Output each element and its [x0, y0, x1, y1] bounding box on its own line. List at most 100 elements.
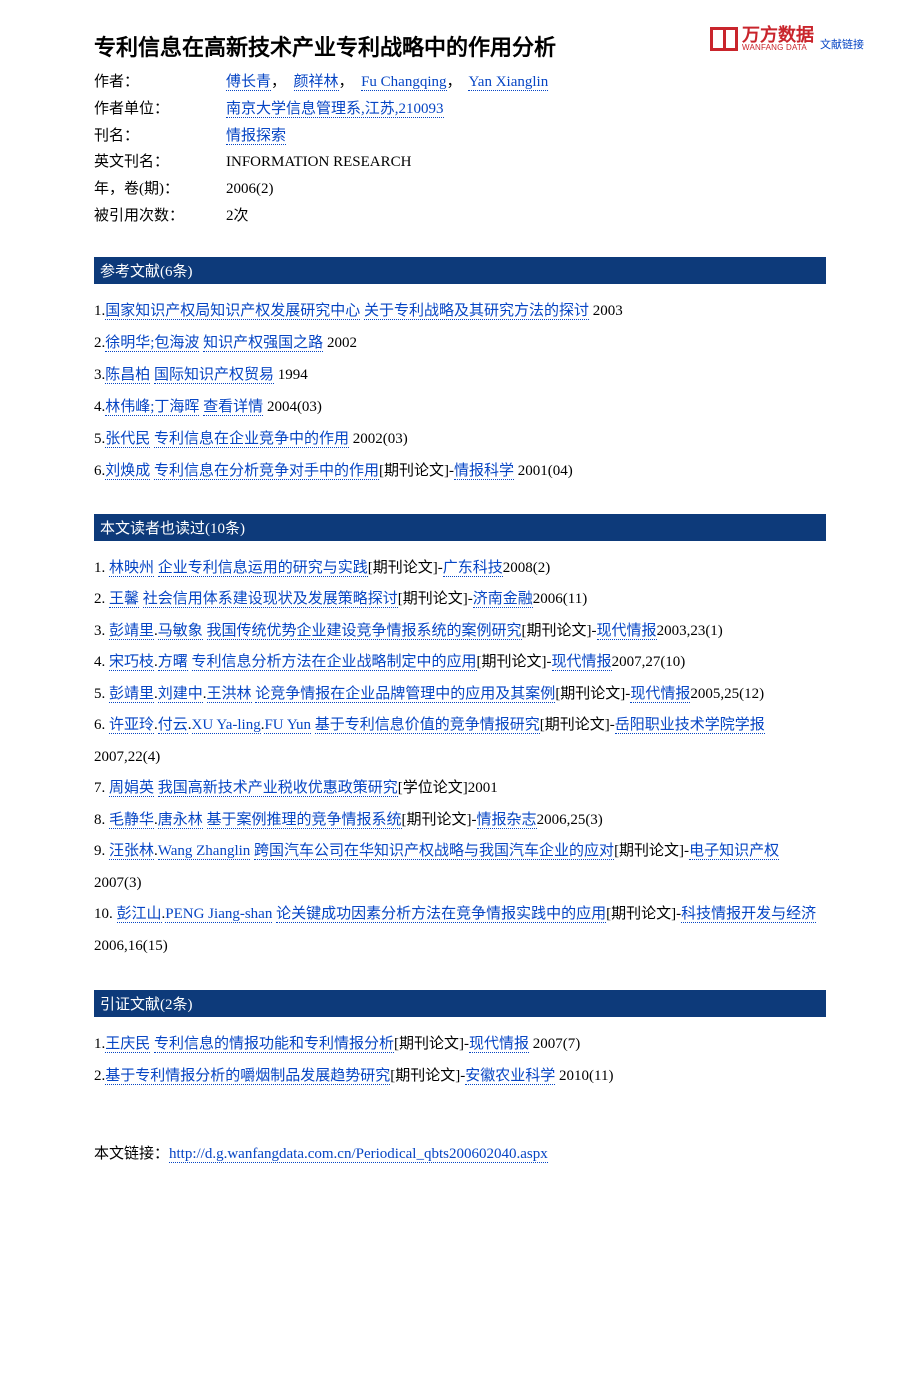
- ar-source-link[interactable]: 科技情报开发与经济: [681, 906, 816, 923]
- wanfang-logo[interactable]: 万方数据 WANFANG DATA 文献链接: [710, 26, 864, 52]
- section-also-read: 本文读者也读过(10条): [94, 514, 826, 541]
- author-link[interactable]: 颜祥林: [294, 74, 339, 91]
- citing-source-link[interactable]: 现代情报: [469, 1036, 529, 1053]
- ar-author-link[interactable]: 刘建中: [158, 686, 203, 703]
- also-read-item: 9. 汪张林.Wang Zhanglin 跨国汽车公司在华知识产权战略与我国汽车…: [94, 836, 826, 899]
- ar-author-link[interactable]: 毛静华: [109, 812, 154, 829]
- ref-author-link[interactable]: 刘焕成: [105, 463, 150, 480]
- ref-title-link[interactable]: 关于专利战略及其研究方法的探讨: [364, 303, 589, 320]
- ar-author-link[interactable]: 许亚玲: [109, 717, 154, 734]
- reference-item: 6.刘焕成 专利信息在分析竞争对手中的作用[期刊论文]-情报科学 2001(04…: [94, 456, 826, 486]
- ar-title-link[interactable]: 论竞争情报在企业品牌管理中的应用及其案例: [255, 686, 555, 703]
- ar-title-link[interactable]: 社会信用体系建设现状及发展策略探讨: [143, 591, 398, 608]
- ar-source-link[interactable]: 现代情报: [597, 623, 657, 640]
- meta-cited: 2次: [226, 204, 826, 229]
- ref-author-link[interactable]: 陈昌柏: [105, 367, 150, 384]
- also-read-item: 4. 宋巧枝.方曙 专利信息分析方法在企业战略制定中的应用[期刊论文]-现代情报…: [94, 647, 826, 679]
- ar-source-link[interactable]: 电子知识产权: [689, 843, 779, 860]
- citing-item: 1.王庆民 专利信息的情报功能和专利情报分析[期刊论文]-现代情报 2007(7…: [94, 1029, 826, 1059]
- ar-author-link[interactable]: 彭靖里: [109, 623, 154, 640]
- meta-label-author: 作者：: [94, 70, 226, 95]
- ar-author-link[interactable]: PENG Jiang-shan: [165, 906, 272, 923]
- meta-authors: 傅长青， 颜祥林， Fu Changqing， Yan Xianglin: [226, 70, 826, 95]
- ar-author-link[interactable]: 宋巧枝: [109, 654, 154, 671]
- references-list: 1.国家知识产权局知识产权发展研究中心 关于专利战略及其研究方法的探讨 2003…: [94, 296, 826, 486]
- reference-item: 2.徐明华;包海波 知识产权强国之路 2002: [94, 328, 826, 358]
- also-read-item: 2. 王馨 社会信用体系建设现状及发展策略探讨[期刊论文]-济南金融2006(1…: [94, 584, 826, 616]
- doc-link-label[interactable]: 文献链接: [820, 36, 864, 52]
- author-link[interactable]: 傅长青: [226, 74, 271, 91]
- also-read-item: 3. 彭靖里.马敏象 我国传统优势企业建设竞争情报系统的案例研究[期刊论文]-现…: [94, 616, 826, 648]
- ar-title-link[interactable]: 我国高新技术产业税收优惠政策研究: [158, 780, 398, 797]
- also-read-item: 6. 许亚玲.付云.XU Ya-ling.FU Yun 基于专利信息价值的竞争情…: [94, 710, 826, 773]
- ar-author-link[interactable]: 周娟英: [109, 780, 154, 797]
- also-read-item: 10. 彭江山.PENG Jiang-shan 论关键成功因素分析方法在竞争情报…: [94, 899, 826, 962]
- ar-title-link[interactable]: 专利信息分析方法在企业战略制定中的应用: [192, 654, 477, 671]
- citing-title-link[interactable]: 专利信息的情报功能和专利情报分析: [154, 1036, 394, 1053]
- ar-source-link[interactable]: 广东科技: [443, 560, 503, 577]
- ar-title-link[interactable]: 基于案例推理的竞争情报系统: [207, 812, 402, 829]
- ar-author-link[interactable]: 马敏象: [158, 623, 203, 640]
- ar-author-link[interactable]: 王馨: [109, 591, 139, 608]
- ar-source-link[interactable]: 现代情报: [630, 686, 690, 703]
- also-read-item: 7. 周娟英 我国高新技术产业税收优惠政策研究[学位论文]2001: [94, 773, 826, 805]
- author-link[interactable]: Fu Changqing: [361, 74, 446, 91]
- ref-title-link[interactable]: 专利信息在企业竞争中的作用: [154, 431, 349, 448]
- meta-label-cited: 被引用次数：: [94, 204, 226, 229]
- ar-author-link[interactable]: XU Ya-ling: [192, 717, 261, 734]
- footer-permalink: 本文链接：http://d.g.wanfangdata.com.cn/Perio…: [94, 1141, 826, 1168]
- ref-title-link[interactable]: 专利信息在分析竞争对手中的作用: [154, 463, 379, 480]
- section-references: 参考文献(6条): [94, 257, 826, 284]
- citing-author-link[interactable]: 王庆民: [105, 1036, 150, 1053]
- also-read-item: 8. 毛静华.唐永林 基于案例推理的竞争情报系统[期刊论文]-情报杂志2006,…: [94, 805, 826, 837]
- journal-link[interactable]: 情报探索: [226, 128, 286, 145]
- ref-title-link[interactable]: 查看详情: [203, 399, 263, 416]
- ar-title-link[interactable]: 基于专利信息价值的竞争情报研究: [315, 717, 540, 734]
- citing-title-link[interactable]: 基于专利情报分析的嚼烟制品发展趋势研究: [105, 1068, 390, 1085]
- logo-text-en: WANFANG DATA: [742, 44, 814, 52]
- ar-author-link[interactable]: 林映州: [109, 560, 154, 577]
- ar-author-link[interactable]: 唐永林: [158, 812, 203, 829]
- logo-mark-icon: [710, 27, 738, 51]
- meta-label-year: 年，卷(期)：: [94, 177, 226, 202]
- reference-item: 5.张代民 专利信息在企业竞争中的作用 2002(03): [94, 424, 826, 454]
- ref-author-link[interactable]: 国家知识产权局知识产权发展研究中心: [105, 303, 360, 320]
- ar-author-link[interactable]: 王洪林: [207, 686, 252, 703]
- meta-label-journal: 刊名：: [94, 124, 226, 149]
- ar-author-link[interactable]: 彭江山: [117, 906, 162, 923]
- ar-author-link[interactable]: FU Yun: [264, 717, 311, 734]
- journal-en: INFORMATION RESEARCH: [226, 150, 826, 175]
- ar-source-link[interactable]: 济南金融: [473, 591, 533, 608]
- ar-title-link[interactable]: 我国传统优势企业建设竞争情报系统的案例研究: [207, 623, 522, 640]
- ar-author-link[interactable]: Wang Zhanglin: [158, 843, 251, 860]
- also-read-item: 1. 林映州 企业专利信息运用的研究与实践[期刊论文]-广东科技2008(2): [94, 553, 826, 585]
- citing-source-link[interactable]: 安徽农业科学: [465, 1068, 555, 1085]
- ref-title-link[interactable]: 国际知识产权贸易: [154, 367, 274, 384]
- ref-author-link[interactable]: 张代民: [105, 431, 150, 448]
- ar-author-link[interactable]: 付云: [158, 717, 188, 734]
- ar-source-link[interactable]: 情报杂志: [477, 812, 537, 829]
- also-read-item: 5. 彭靖里.刘建中.王洪林 论竞争情报在企业品牌管理中的应用及其案例[期刊论文…: [94, 679, 826, 711]
- ref-author-link[interactable]: 徐明华;包海波: [105, 335, 199, 352]
- citing-item: 2.基于专利情报分析的嚼烟制品发展趋势研究[期刊论文]-安徽农业科学 2010(…: [94, 1061, 826, 1091]
- meta-label-journal-en: 英文刊名：: [94, 150, 226, 175]
- reference-item: 3.陈昌柏 国际知识产权贸易 1994: [94, 360, 826, 390]
- ref-author-link[interactable]: 林伟峰;丁海晖: [105, 399, 199, 416]
- ar-author-link[interactable]: 方曙: [158, 654, 188, 671]
- ar-source-link[interactable]: 现代情报: [552, 654, 612, 671]
- ar-title-link[interactable]: 跨国汽车公司在华知识产权战略与我国汽车企业的应对: [254, 843, 614, 860]
- ar-title-link[interactable]: 论关键成功因素分析方法在竞争情报实践中的应用: [276, 906, 606, 923]
- meta-label-affiliation: 作者单位：: [94, 97, 226, 122]
- ref-title-link[interactable]: 知识产权强国之路: [203, 335, 323, 352]
- reference-item: 1.国家知识产权局知识产权发展研究中心 关于专利战略及其研究方法的探讨 2003: [94, 296, 826, 326]
- ref-source-link[interactable]: 情报科学: [454, 463, 514, 480]
- author-link[interactable]: Yan Xianglin: [468, 74, 548, 91]
- affiliation-link[interactable]: 南京大学信息管理系,江苏,210093: [226, 101, 444, 118]
- ar-author-link[interactable]: 彭靖里: [109, 686, 154, 703]
- ar-source-link[interactable]: 岳阳职业技术学院学报: [615, 717, 765, 734]
- ar-author-link[interactable]: 汪张林: [109, 843, 154, 860]
- permalink[interactable]: http://d.g.wanfangdata.com.cn/Periodical…: [169, 1146, 548, 1163]
- logo-text-cn: 万方数据: [742, 26, 814, 44]
- also-read-list: 1. 林映州 企业专利信息运用的研究与实践[期刊论文]-广东科技2008(2)2…: [94, 553, 826, 963]
- ar-title-link[interactable]: 企业专利信息运用的研究与实践: [158, 560, 368, 577]
